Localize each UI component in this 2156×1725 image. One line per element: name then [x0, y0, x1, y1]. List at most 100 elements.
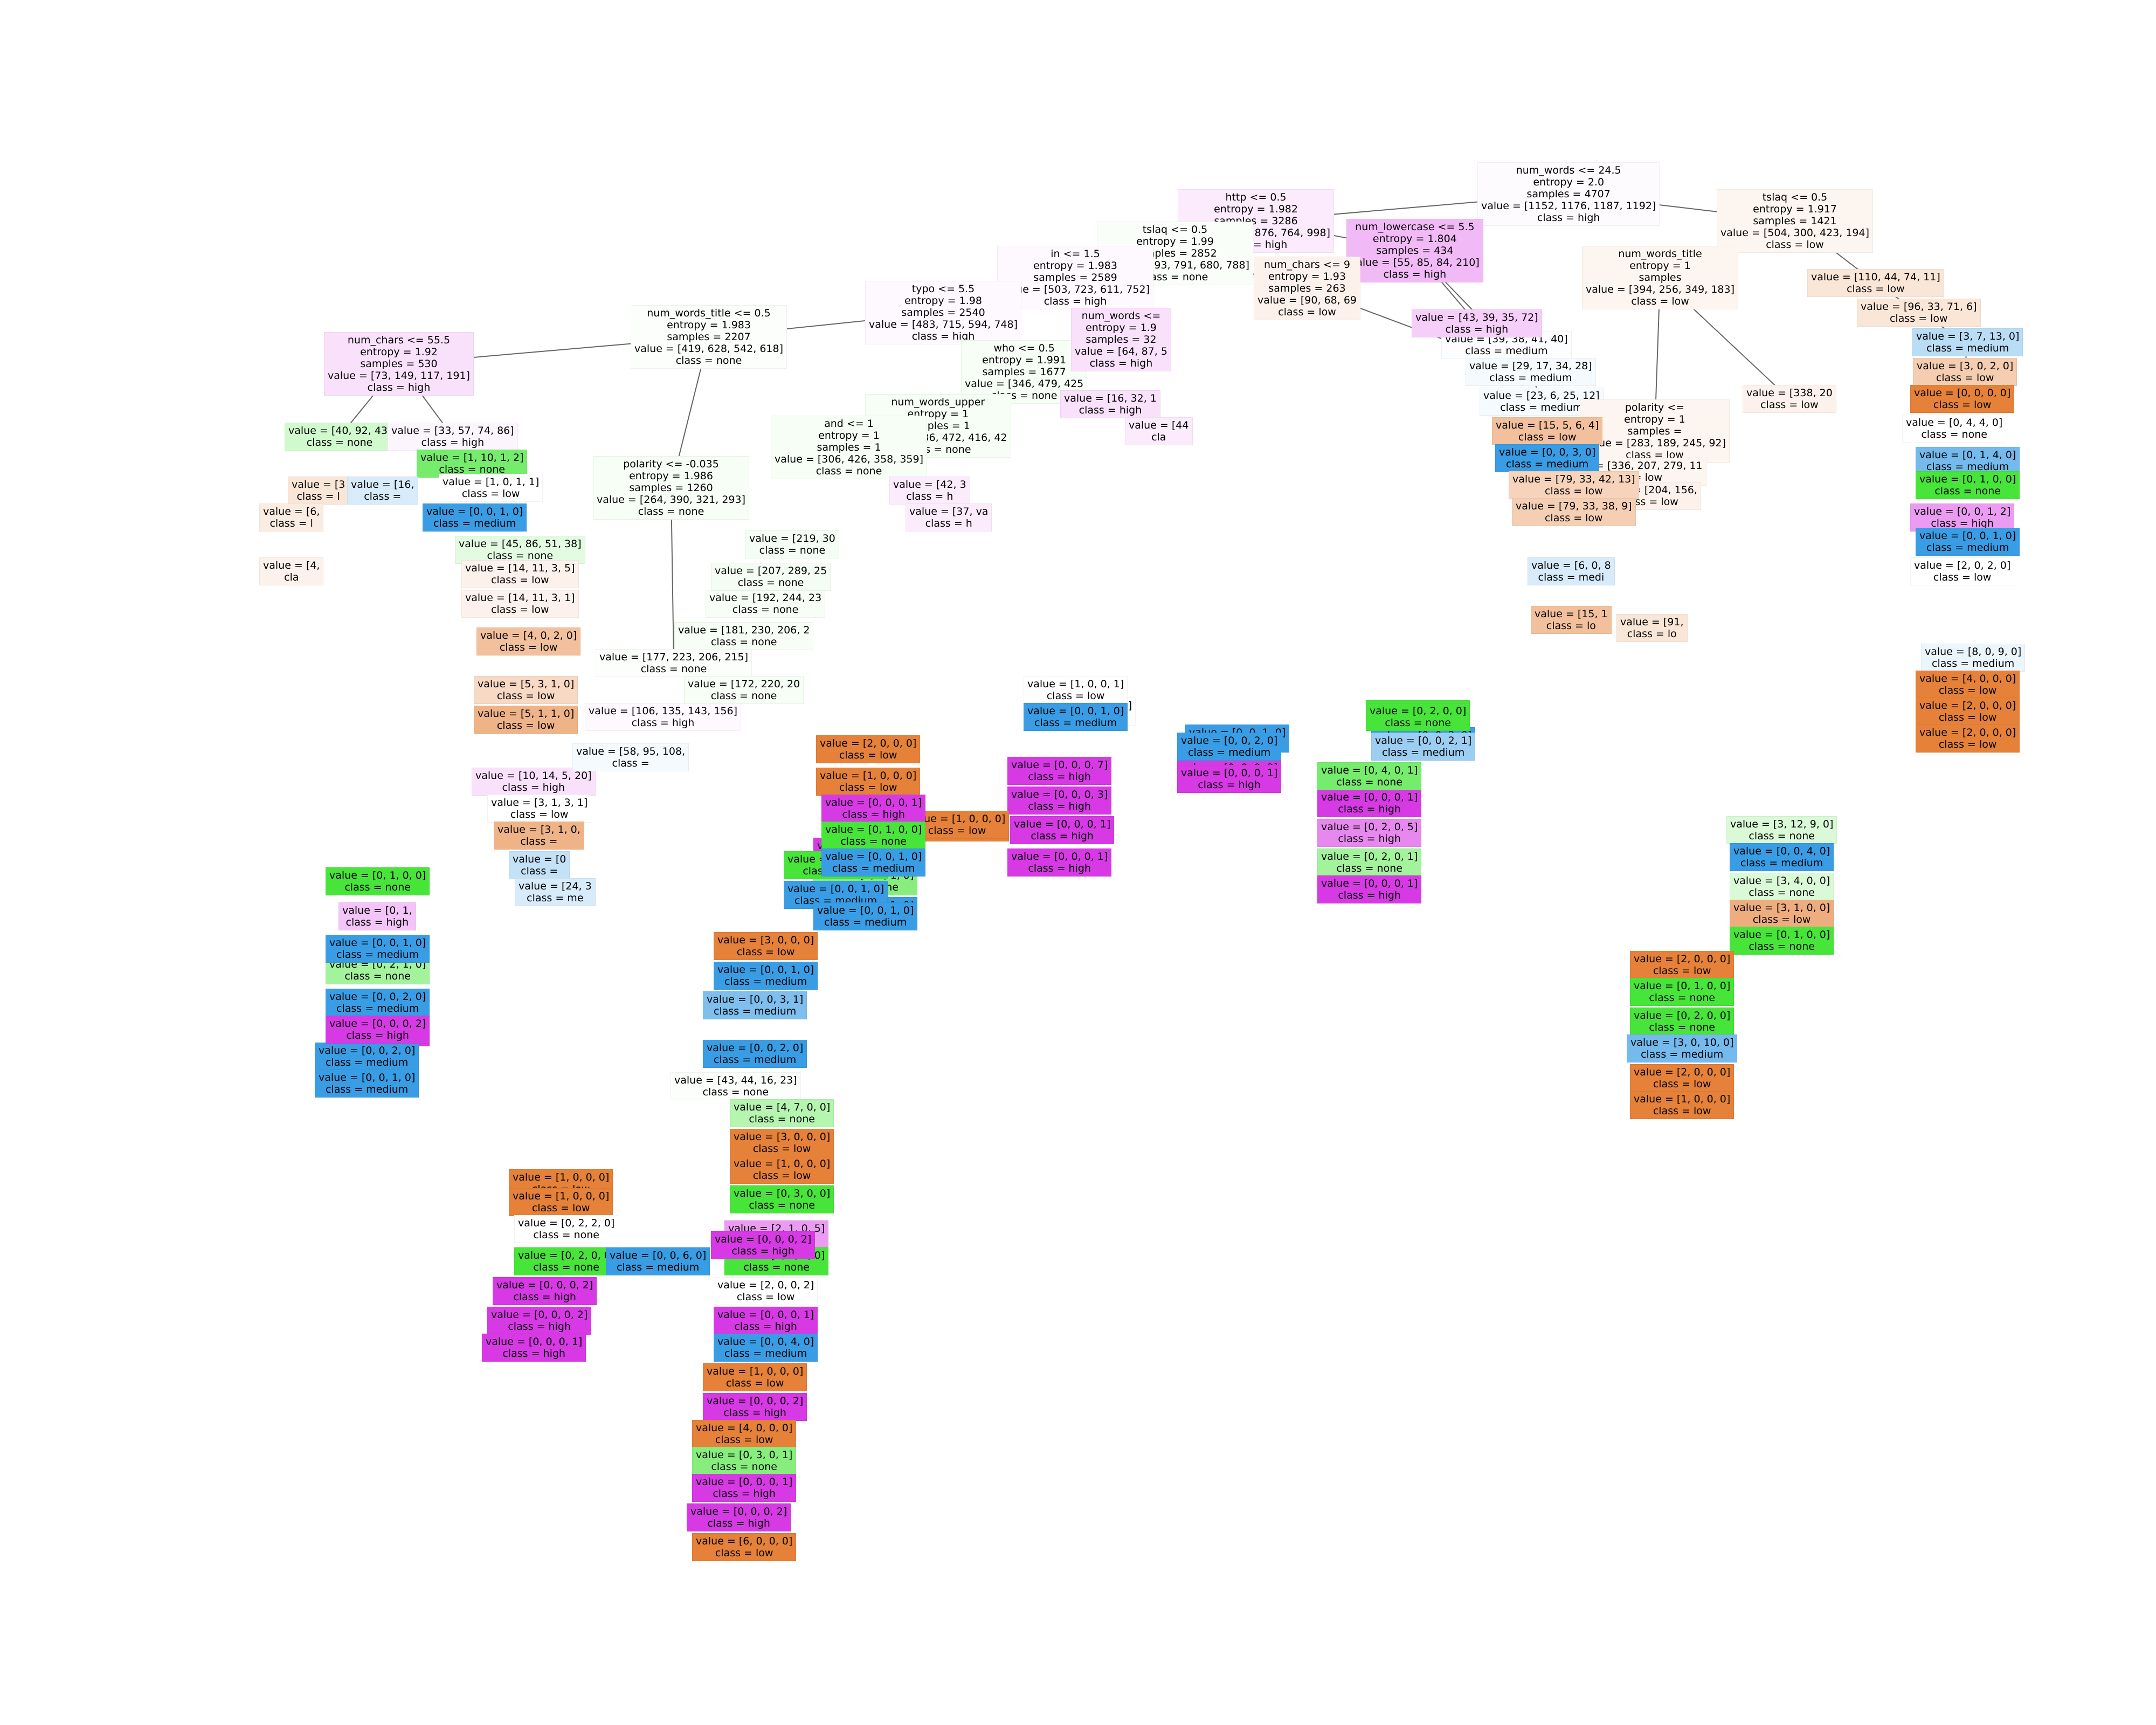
node-class-label: class = none: [710, 636, 777, 648]
node-class-label: class = none: [344, 970, 411, 982]
node-class-label: class = none: [1336, 862, 1402, 874]
tree-node: value = [14, 11, 3, 1] class = low: [461, 590, 579, 618]
node-class-label: class =: [364, 491, 402, 502]
node-text-line: samples = 2589: [1033, 272, 1117, 284]
tree-node: value = [219, 30 class = none: [745, 530, 839, 558]
node-text-line: value = [0, 2, 0, 1]: [1321, 851, 1418, 862]
node-class-label: class = none: [344, 881, 411, 893]
node-class-label: class = high: [513, 1291, 576, 1303]
node-class-label: class = medium: [1926, 542, 2009, 554]
node-text-line: value = [3, 0, 10, 0]: [1630, 1037, 1734, 1048]
node-class-label: class = lo: [1546, 620, 1596, 632]
node-text-line: value = [0, 0, 0, 2]: [329, 1018, 426, 1030]
node-class-label: class = medium: [1932, 658, 2015, 670]
tree-node: value = [192, 244, 23 class = none: [706, 590, 826, 618]
node-class-label: class = high: [1445, 323, 1509, 335]
node-text-line: value = [0, 1, 0, 0]: [1919, 473, 2016, 485]
tree-node: value = [0, 0, 0, 2]class = high: [687, 1503, 791, 1531]
node-text-line: value = [0, 1, 0, 0]: [1634, 980, 1731, 992]
node-class-label: class = high: [1338, 803, 1401, 815]
node-text-line: value = [2, 0, 0, 0]: [1919, 700, 2016, 712]
node-text-line: value = [0, 2, 0, 0]: [1370, 705, 1467, 717]
node-class-label: class = low: [499, 641, 558, 653]
tree-node: value = [0, 0, 2, 1] class = medium: [1371, 733, 1476, 761]
tree-node: value = [2, 0, 0, 0] class = low: [1630, 1064, 1735, 1092]
tree-node: polarity <= entropy = 1 samples = value = […: [1580, 399, 1730, 463]
tree-node: value = [4, 7, 0, 0] class = none: [730, 1099, 834, 1127]
node-class-label: class = high: [508, 1321, 571, 1333]
node-class-label: class = high: [1931, 518, 1994, 529]
node-text-line: samples = 1677: [982, 366, 1066, 378]
node-class-label: class = medium: [824, 916, 907, 928]
node-text-line: value = [43, 44, 16, 23]: [674, 1074, 797, 1086]
node-class-label: class = none: [711, 1461, 777, 1473]
node-class-label: class =: [520, 836, 558, 847]
node-text-line: num_chars <= 55.5: [347, 334, 451, 346]
node-class-label: class = none: [640, 663, 707, 675]
node-text-line: value = [0, 0, 0, 1]: [717, 1309, 814, 1321]
node-text-line: samples = 1260: [629, 482, 713, 494]
node-text-line: samples = 1: [817, 441, 881, 453]
node-class-label: class = high: [367, 382, 431, 394]
node-class-label: class = none: [1934, 485, 2001, 497]
tree-node: value = [4, cla: [259, 557, 324, 585]
node-text-line: value = [14, 11, 3, 5]: [465, 562, 575, 574]
node-class-label: class = high: [1338, 833, 1401, 845]
node-class-label: class = none: [533, 1229, 599, 1241]
tree-node: value = [0, 0, 0, 0] class = low: [1910, 385, 2015, 413]
node-text-line: value = [0, 0, 2, 0]: [707, 1042, 804, 1054]
tree-node: value = [0, 0, 1, 0]class = medium: [813, 902, 918, 930]
node-text-line: value = [1, 0, 0, 0]: [820, 770, 917, 782]
tree-node: value = [42, 3 class = h: [889, 477, 970, 505]
tree-node: value = [0, 1, class = high: [338, 902, 416, 930]
node-class-label: class = low: [752, 1170, 811, 1182]
tree-node: value = [0, 2, 0, 0]class = none: [1630, 1008, 1735, 1036]
tree-node: value = [15, 5, 6, 4] class = low: [1492, 417, 1603, 445]
node-text-line: value = [0, 0, 0, 3]: [1011, 789, 1108, 801]
tree-node: value = [1, 0, 0, 0]class = low: [703, 1363, 807, 1391]
node-text-line: value = [15, 5, 6, 4]: [1496, 419, 1599, 431]
node-class-label: class =: [521, 865, 558, 877]
node-text-line: value = [504, 300, 423, 194]: [1720, 227, 1870, 239]
tree-node: value = [1, 0, 1, 1] class = low: [439, 474, 543, 502]
node-text-line: polarity <= -0.035: [623, 458, 719, 470]
tree-node: value = [1, 0, 0, 0]class = low: [730, 1156, 834, 1184]
node-class-label: class = me: [527, 892, 584, 904]
node-class-label: class = high: [421, 437, 485, 448]
tree-node: in <= 1.5 entropy = 1.983 samples = 2589 va…: [997, 246, 1154, 309]
tree-node: value = [0, 0, 0, 2]class = high: [711, 1231, 816, 1259]
tree-node: polarity <= -0.035 entropy = 1.986 samples…: [593, 456, 750, 520]
tree-node: value = [3, 1, 0, 0] class = low: [1730, 900, 1834, 928]
tree-node: value = [5, 3, 1, 0] class = low: [474, 676, 578, 704]
node-class-label: class = high: [1079, 404, 1142, 416]
node-text-line: value = [0, 2, 2, 0]: [518, 1217, 615, 1229]
node-text-line: value = [0, 0, 0, 7]: [1011, 759, 1108, 771]
node-text-line: samples = 530: [360, 358, 438, 370]
node-text-line: value = [0, 0, 4, 0]: [1733, 845, 1830, 857]
node-text-line: value = [0, 0, 0, 2]: [715, 1233, 812, 1245]
tree-node: value = [3, 1, 0, class =: [494, 822, 584, 850]
node-class-label: class = low: [1847, 283, 1905, 295]
tree-node: value = [0, 0, 1, 0]class = medium: [1024, 703, 1128, 731]
node-text-line: value = [1, 0, 0, 0]: [1634, 1093, 1731, 1105]
node-class-label: class = high: [1198, 779, 1261, 791]
node-class-label: class = high: [713, 1488, 776, 1500]
tree-node: value = [4, 0, 0, 0] class = low: [1916, 671, 2020, 699]
tree-node: who <= 0.5 entropy = 1.991 samples = 1677 v…: [961, 340, 1088, 404]
tree-node: value = [0, 0, 1, 0]class = medium: [1916, 528, 2020, 556]
node-text-line: samples = 434: [1376, 245, 1454, 257]
node-class-label: class = low: [1933, 571, 1992, 583]
tree-node: value = [0, 4, 4, 0] class = none: [1902, 415, 2007, 443]
node-class-label: class = medium: [1926, 461, 2009, 473]
tree-node: value = [0, 0, 0, 2]class = high: [493, 1277, 597, 1305]
node-class-label: class = low: [1518, 431, 1577, 443]
node-text-line: value = [0, 0, 0, 2]: [496, 1279, 593, 1291]
node-class-label: class = none: [1336, 776, 1402, 788]
node-text-line: value = [4, 0, 2, 0]: [480, 630, 577, 641]
node-text-line: entropy = 2.0: [1533, 176, 1605, 188]
node-text-line: value = [0, 3, 0, 1]: [696, 1449, 793, 1461]
node-class-label: class = high: [1028, 771, 1091, 783]
node-class-label: class = none: [1385, 717, 1451, 729]
node-text-line: value = [6, 0, 8: [1531, 560, 1611, 571]
node-text-line: entropy = 1: [1629, 260, 1691, 272]
